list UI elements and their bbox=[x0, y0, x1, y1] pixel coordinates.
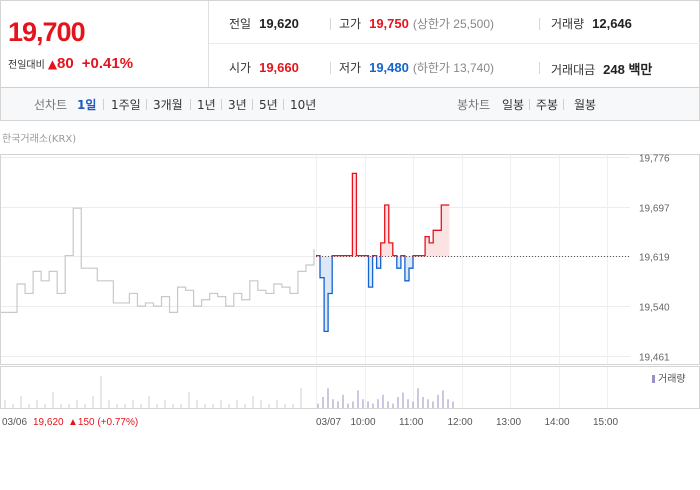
stat-prev-close: 전일 19,620 bbox=[229, 15, 299, 32]
divider bbox=[190, 99, 191, 110]
upper-limit: (상한가 25,500) bbox=[412, 17, 495, 31]
x-tick-label: 15:00 bbox=[593, 417, 618, 428]
candle-chart-label: 봉차트 bbox=[457, 98, 491, 112]
stat-amount: 거래대금 248 백만 bbox=[551, 59, 652, 78]
tab-weekly-candle[interactable]: 주봉 bbox=[536, 98, 559, 112]
chart-lines bbox=[1, 172, 630, 333]
tab-monthly-candle[interactable]: 월봉 bbox=[574, 98, 597, 112]
y-tick-label: 19,697 bbox=[639, 204, 670, 215]
up-arrow-icon: ▲ bbox=[47, 57, 58, 71]
price-change: 전일대비 ▲80 +0.41% bbox=[8, 55, 133, 72]
divider bbox=[539, 62, 540, 74]
stat-label: 시가 bbox=[229, 61, 252, 75]
divider bbox=[103, 99, 104, 110]
stat-value: 248 백만 bbox=[603, 62, 653, 77]
stat-open: 시가 19,660 bbox=[229, 59, 299, 76]
tab-1w[interactable]: 1주일 bbox=[111, 98, 141, 112]
stat-value: 19,620 bbox=[259, 16, 299, 31]
tab-1d[interactable]: 1일 bbox=[77, 98, 97, 112]
current-price: 19,700 bbox=[8, 17, 86, 47]
quote-header: 19,700 전일대비 ▲80 +0.41% 전일 19,620 시가 19,660 고… bbox=[0, 0, 700, 88]
chart-frame bbox=[0, 154, 700, 365]
tab-daily-candle[interactable]: 일봉 bbox=[502, 98, 525, 112]
divider bbox=[252, 99, 253, 110]
series-line-today-up bbox=[316, 172, 450, 257]
x-tick-label: 11:00 bbox=[399, 417, 424, 428]
x-tick-label: 14:00 bbox=[545, 417, 570, 428]
change-value: 80 bbox=[57, 55, 74, 72]
change-label: 전일대비 bbox=[8, 60, 45, 71]
lower-limit: (하한가 13,740) bbox=[412, 61, 495, 75]
price-chart: 19,776 19,697 19,619 19,540 19,461 03/06 19,6… bbox=[0, 154, 700, 428]
tab-3m[interactable]: 3개월 bbox=[153, 98, 183, 112]
stat-value: 19,750 bbox=[369, 16, 409, 31]
chart-vertical-grid bbox=[316, 155, 608, 408]
line-chart-label: 선차트 bbox=[34, 98, 68, 112]
price-block: 19,700 전일대비 ▲80 +0.41% bbox=[1, 1, 209, 87]
y-tick-label: 19,776 bbox=[639, 154, 670, 165]
chart-period-tabs: 선차트 1일 1주일 3개월 1년 3년 5년 10년 봉차트 일봉 주봉 월봉 bbox=[0, 88, 700, 121]
tab-1y[interactable]: 1년 bbox=[197, 98, 216, 112]
y-tick-label: 19,461 bbox=[639, 353, 670, 364]
volume-legend-swatch bbox=[652, 375, 655, 383]
stat-high: 고가 19,750 (상한가 25,500) bbox=[339, 15, 494, 32]
tab-5y[interactable]: 5년 bbox=[259, 98, 278, 112]
chart-grid bbox=[0, 154, 700, 409]
x-tick-label: 12:00 bbox=[448, 417, 473, 428]
divider bbox=[563, 99, 564, 110]
x-axis-ticks: 03/06 19,620 ▲150 (+0.77%) 03/07 10:00 11:00 1… bbox=[2, 417, 618, 428]
volume-legend-label: 거래량 bbox=[658, 373, 686, 385]
chart-fills bbox=[316, 173, 450, 332]
prev-day-close-value: 19,620 bbox=[33, 417, 64, 428]
series-line-prev-day bbox=[1, 207, 315, 314]
stat-label: 거래대금 bbox=[551, 63, 596, 77]
stat-label: 저가 bbox=[339, 61, 362, 75]
stat-value: 12,646 bbox=[592, 16, 632, 31]
stat-label: 전일 bbox=[229, 17, 252, 31]
volume-frame bbox=[0, 366, 700, 409]
stat-value: 19,660 bbox=[259, 60, 299, 75]
y-tick-label: 19,619 bbox=[639, 253, 670, 264]
volume-bars bbox=[4, 376, 454, 408]
stat-label: 거래량 bbox=[551, 17, 585, 31]
divider bbox=[330, 62, 331, 74]
divider bbox=[146, 99, 147, 110]
y-axis-ticks: 19,776 19,697 19,619 19,540 19,461 bbox=[639, 154, 670, 364]
divider bbox=[283, 99, 284, 110]
divider bbox=[221, 99, 222, 110]
header-divider bbox=[209, 43, 700, 44]
divider bbox=[529, 99, 530, 110]
stat-low: 저가 19,480 (하한가 13,740) bbox=[339, 59, 494, 76]
stat-value: 19,480 bbox=[369, 60, 409, 75]
x-tick-label: 03/06 bbox=[2, 417, 27, 428]
x-tick-label: 10:00 bbox=[351, 417, 376, 428]
area-below-prev-close bbox=[316, 256, 450, 332]
prev-day-change: ▲150 (+0.77%) bbox=[68, 417, 138, 428]
exchange-label: 한국거래소(KRX) bbox=[2, 134, 77, 145]
divider bbox=[330, 18, 331, 30]
change-rate: +0.41% bbox=[81, 55, 134, 72]
stat-volume: 거래량 12,646 bbox=[551, 15, 632, 32]
divider bbox=[539, 18, 540, 30]
y-tick-label: 19,540 bbox=[639, 303, 670, 314]
area-above-prev-close bbox=[316, 173, 450, 257]
tab-10y[interactable]: 10년 bbox=[290, 98, 317, 112]
volume-legend: 거래량 bbox=[652, 373, 686, 385]
x-tick-label: 03/07 bbox=[316, 417, 341, 428]
x-tick-label: 13:00 bbox=[496, 417, 521, 428]
stat-label: 고가 bbox=[339, 17, 362, 31]
tab-3y[interactable]: 3년 bbox=[228, 98, 247, 112]
